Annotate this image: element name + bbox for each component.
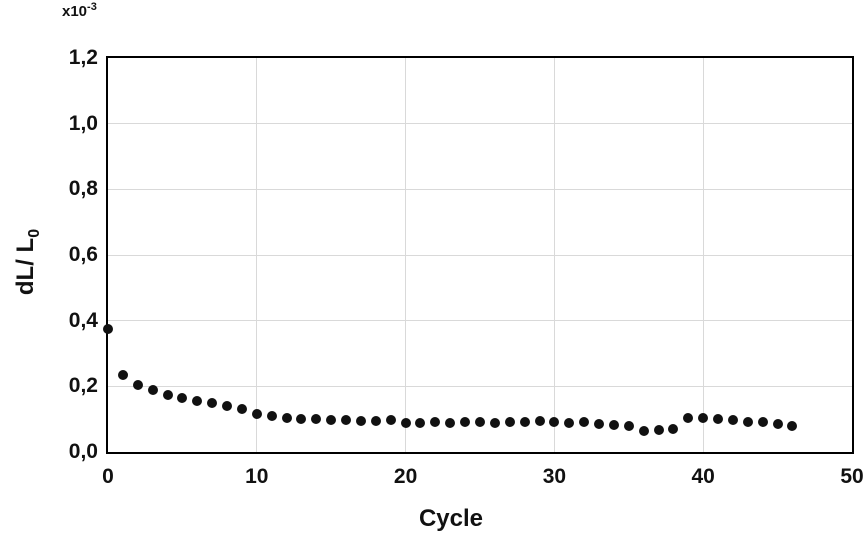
x-axis-tick-label: 50 — [840, 465, 864, 488]
x-axis-tick-label: 10 — [245, 465, 269, 488]
data-point — [594, 418, 605, 429]
data-point — [460, 417, 471, 428]
data-point — [742, 417, 753, 428]
data-point — [668, 424, 679, 435]
data-point — [653, 425, 664, 436]
vertical-gridline — [702, 58, 704, 452]
data-point — [400, 418, 411, 429]
data-point — [638, 425, 649, 436]
data-point — [222, 401, 233, 412]
horizontal-gridline — [108, 123, 852, 125]
y-axis-tick-label: 0,0 — [68, 440, 98, 463]
horizontal-gridline — [108, 254, 852, 256]
y-axis-tick-label: 0,2 — [68, 374, 98, 398]
x-axis-tick-label: 40 — [691, 465, 715, 488]
data-point — [579, 417, 590, 428]
data-point — [311, 414, 322, 425]
data-point — [103, 323, 113, 334]
x-axis-tick-label: 20 — [393, 465, 418, 488]
data-point — [132, 379, 143, 390]
data-point — [266, 410, 277, 421]
data-point — [236, 404, 247, 415]
data-point — [623, 421, 634, 432]
data-point — [192, 396, 203, 407]
data-point — [445, 417, 456, 428]
data-point — [504, 417, 515, 428]
data-point — [355, 415, 366, 426]
y-axis-tick-label: 1,2 — [68, 46, 98, 69]
vertical-gridline — [553, 58, 555, 452]
data-point — [385, 415, 396, 426]
data-point — [698, 412, 709, 423]
x-axis-tick-label: 0 — [102, 465, 114, 488]
data-point — [177, 392, 188, 403]
plot-area — [103, 56, 854, 454]
data-point — [489, 418, 500, 429]
y-axis-tick-label: 0,8 — [68, 177, 98, 201]
y-axis-multiplier: x10-3 — [62, 1, 97, 20]
data-point — [713, 414, 724, 425]
x-axis-title: Cycle — [418, 505, 484, 532]
data-point — [296, 413, 307, 424]
y-axis-tick-label: 1,0 — [68, 111, 98, 135]
data-point — [117, 369, 128, 380]
data-point — [370, 415, 381, 426]
data-point — [772, 419, 783, 430]
data-point — [683, 412, 694, 423]
data-point — [207, 398, 218, 409]
data-point — [608, 419, 619, 430]
data-point — [147, 384, 158, 395]
data-point — [727, 415, 738, 426]
data-point — [549, 417, 560, 428]
data-point — [415, 418, 426, 429]
data-point — [787, 420, 798, 431]
data-point — [430, 417, 441, 428]
horizontal-gridline — [108, 385, 852, 387]
horizontal-gridline — [108, 320, 852, 322]
data-point — [564, 418, 575, 429]
data-point — [475, 417, 485, 428]
data-point — [341, 415, 352, 426]
data-point — [162, 389, 173, 400]
y-axis-tick-label: 0,4 — [68, 308, 98, 332]
horizontal-gridline — [108, 188, 852, 190]
y-axis-tick-label: 0,6 — [68, 243, 98, 266]
data-point — [251, 409, 262, 420]
data-point — [519, 417, 530, 428]
y-axis-multiplier-base: x10 — [62, 3, 88, 20]
x-axis-tick-label: 30 — [542, 465, 567, 488]
data-point — [757, 417, 768, 428]
vertical-gridline — [256, 58, 258, 452]
y-axis-multiplier-exponent: -3 — [87, 1, 97, 13]
data-point — [326, 414, 337, 425]
y-axis-title-subscript: 0 — [25, 228, 43, 238]
data-point — [534, 416, 545, 427]
vertical-gridline — [405, 58, 407, 452]
data-point — [281, 412, 292, 423]
